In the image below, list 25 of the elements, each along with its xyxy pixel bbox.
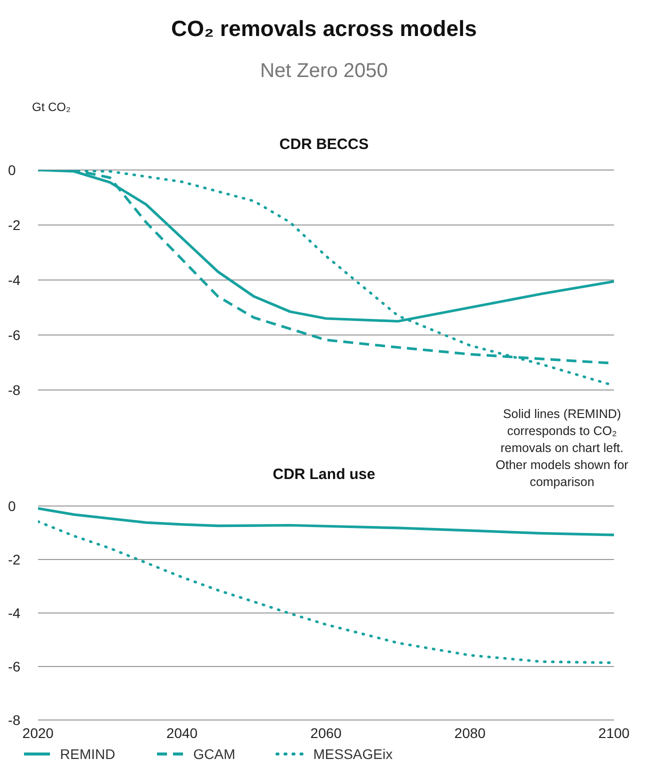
y-tick-label: -2 [8,216,21,233]
x-tick-label: 2060 [310,724,342,741]
y-tick-label: -8 [8,382,21,398]
y-tick-label: 0 [8,498,16,514]
x-tick-label: 2040 [166,724,198,741]
chart-title: CO₂ removals across models [171,16,477,41]
x-tick-label: 2100 [598,724,630,741]
text: CDR BECCS [279,136,369,153]
y-tick-label: -6 [8,326,21,343]
y-tick-label: -2 [8,551,21,568]
y-tick-label: -8 [8,712,21,728]
y-tick-label: -4 [8,604,21,621]
y-tick-label: 0 [8,162,16,178]
chart-subtitle: Net Zero 2050 [260,60,388,82]
chart-title: CDR Land use [272,466,376,483]
y-axis-title: Gt CO₂ [32,100,71,114]
legend-label: GCAM [193,746,236,762]
legend-label: MESSAGEix [313,746,393,762]
legend-label: REMIND [60,746,116,762]
y-tick-label: -6 [8,658,21,674]
y-tick-label: -4 [8,272,21,288]
line-series [38,507,614,536]
x-tick-label: 2020 [22,724,54,741]
x-tick-label: 2080 [454,724,486,741]
text: Solid lines (REMIND) corresponds to CO₂ removals on chart left. Other models shown for comparison [496,407,628,489]
